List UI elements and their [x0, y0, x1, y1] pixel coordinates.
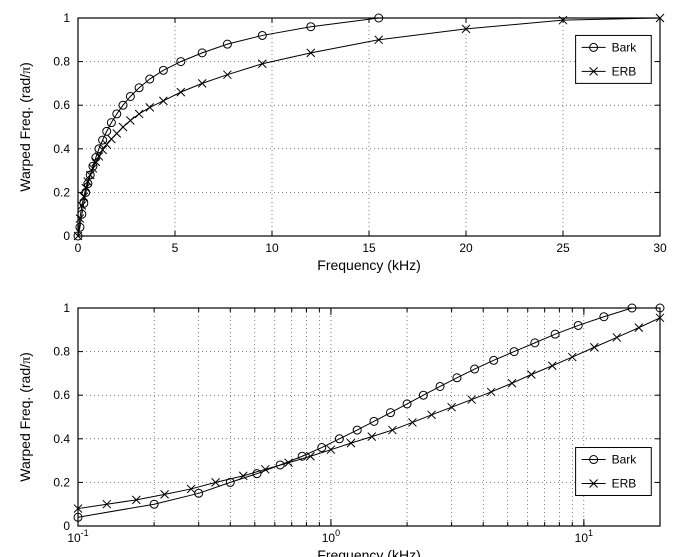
legend-label: Bark: [612, 453, 638, 467]
xlabel: Frequency (kHz): [317, 257, 420, 273]
plot-panel: 00.20.40.60.8110-1100101Frequency (kHz)W…: [17, 301, 664, 557]
xlabel: Frequency (kHz): [317, 547, 420, 557]
xtick-label: 30: [653, 241, 667, 255]
ytick-label: 0.4: [53, 142, 70, 156]
xtick-label: 5: [172, 241, 179, 255]
legend-label: Bark: [612, 40, 638, 54]
ytick-label: 0: [63, 229, 70, 243]
ytick-label: 0.8: [53, 55, 70, 69]
ytick-label: 0.2: [53, 185, 70, 199]
ytick-label: 1: [63, 11, 70, 25]
legend: Bark ERB: [576, 448, 652, 496]
xtick-label: 15: [362, 241, 376, 255]
legend: Bark ERB: [576, 35, 652, 83]
plot-panel: 00.20.40.60.81051015202530Frequency (kHz…: [17, 11, 667, 273]
ytick-label: 0.4: [53, 432, 70, 446]
legend-label: ERB: [612, 476, 637, 490]
xtick-label: 10: [265, 241, 279, 255]
ylabel: Warped Freq. (rad/π): [17, 352, 34, 482]
ytick-label: 0.2: [53, 475, 70, 489]
ylabel: Warped Freq. (rad/π): [17, 62, 34, 192]
xtick-label: 25: [556, 241, 570, 255]
ytick-label: 0.6: [53, 388, 70, 402]
ytick-label: 1: [63, 301, 70, 315]
figure: 00.20.40.60.81051015202530Frequency (kHz…: [0, 0, 695, 557]
legend-label: ERB: [612, 64, 637, 78]
xtick-label: 20: [459, 241, 473, 255]
xtick-label: 0: [75, 241, 82, 255]
ytick-label: 0.6: [53, 98, 70, 112]
ytick-label: 0.8: [53, 345, 70, 359]
